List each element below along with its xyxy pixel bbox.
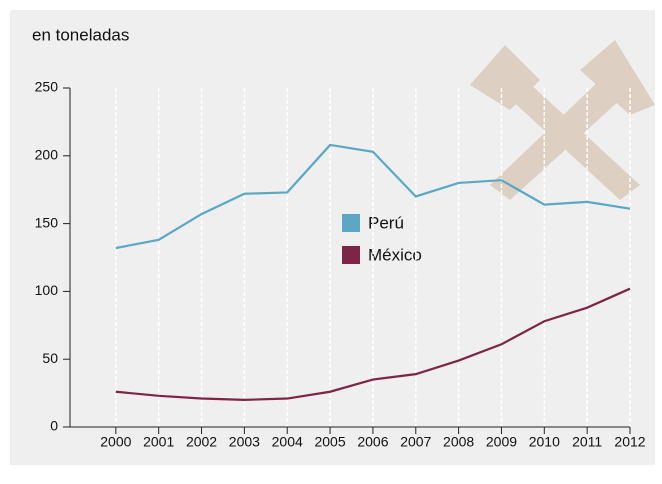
y-tick-label: 150 [35,214,59,230]
chart: en toneladas Perú México 200020012002200… [0,0,662,484]
y-tick-label: 250 [35,79,59,95]
x-tick-label: 2012 [614,434,645,450]
x-tick-label: 2008 [443,434,474,450]
legend-swatch [342,214,360,232]
y-tick-label: 200 [35,147,59,163]
x-tick-label: 2002 [186,434,217,450]
x-tick-label: 2006 [357,434,388,450]
x-tick-label: 2000 [100,434,131,450]
x-tick-label: 2009 [486,434,517,450]
y-tick-label: 0 [50,418,58,434]
legend-swatch [342,246,360,264]
x-tick-label: 2004 [272,434,303,450]
x-tick-label: 2005 [314,434,345,450]
legend-label: México [368,245,422,264]
x-tick-label: 2011 [572,434,602,450]
y-tick-label: 50 [42,350,58,366]
y-tick-label: 100 [35,282,59,298]
background [10,10,655,465]
x-tick-label: 2010 [529,434,560,450]
chart-title: en toneladas [32,25,129,44]
x-tick-label: 2001 [143,434,174,450]
x-tick-label: 2003 [229,434,260,450]
x-tick-label: 2007 [400,434,431,450]
